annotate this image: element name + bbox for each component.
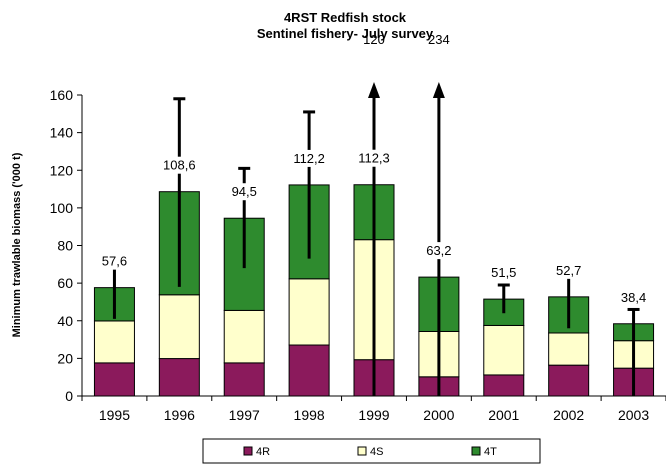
x-tick-label: 1999 (358, 407, 389, 423)
y-tick-label: 80 (57, 238, 73, 254)
bar-4r-1998 (288, 344, 330, 397)
x-tick-label: 2002 (553, 407, 584, 423)
total-label-1996: 108,6 (163, 158, 196, 173)
y-tick-label: 140 (50, 125, 74, 141)
bar-4s-1995 (93, 320, 135, 364)
error-arrow-2000 (432, 82, 445, 98)
y-tick-label: 0 (65, 388, 73, 404)
total-label-bg (223, 183, 266, 201)
total-label-bg (417, 242, 460, 260)
legend-label-4r: 4R (256, 446, 270, 458)
chart-subtitle: Sentinel fishery- July survey (257, 26, 434, 41)
y-tick-label: 20 (57, 350, 73, 366)
total-label-bg (93, 252, 136, 270)
error-arrow-1999 (368, 82, 380, 98)
bar-4s-1998 (288, 278, 330, 346)
bar-4r-1996 (158, 358, 200, 397)
legend-label-4s: 4S (370, 446, 383, 458)
legend-swatch-4t (471, 446, 481, 456)
total-label-1998: 112,2 (293, 151, 325, 166)
bar-4r-1997 (223, 362, 265, 397)
total-label-1999: 112,3 (358, 151, 390, 166)
x-tick-label: 1997 (229, 407, 260, 423)
legend-label-4t: 4T (484, 446, 497, 458)
x-tick-label: 1998 (294, 407, 325, 423)
y-tick-label: 100 (50, 200, 74, 216)
total-label-2001: 51,5 (491, 265, 516, 280)
total-label-bg (353, 149, 395, 167)
total-label-bg (482, 264, 525, 282)
total-label-bg (158, 156, 201, 174)
total-label-1995: 57,6 (102, 254, 127, 269)
y-tick-label: 60 (57, 275, 73, 291)
x-tick-label: 2001 (488, 407, 519, 423)
chart-title: 4RST Redfish stock (284, 10, 407, 25)
x-tick-label: 1995 (99, 407, 130, 423)
total-label-2003: 38,4 (621, 290, 646, 305)
bar-4s-1996 (158, 294, 200, 360)
total-label-bg (547, 261, 590, 279)
error-label-1999: 120 (363, 32, 385, 47)
total-label-bg (288, 149, 331, 167)
total-label-2002: 52,7 (556, 263, 581, 278)
bar-4r-1995 (93, 362, 135, 397)
legend-swatch-4s (357, 446, 367, 456)
bar-4r-2002 (548, 364, 590, 397)
bar-4s-1997 (223, 309, 265, 364)
plot-area: 0 20 40 60 80 100 120 140 160 57,6 1995 108,6 1996 94… (50, 32, 666, 423)
legend-box (202, 438, 541, 464)
y-tick-label: 160 (50, 87, 74, 103)
bar-4s-2002 (548, 332, 590, 366)
total-label-1997: 94,5 (232, 184, 257, 199)
legend-swatch-4r (243, 446, 253, 456)
total-label-2000: 63,2 (426, 243, 451, 258)
error-label-2000: 234 (428, 32, 450, 47)
bar-4r-2001 (483, 374, 525, 397)
x-tick-label: 1996 (164, 407, 195, 423)
bar-4s-2001 (483, 324, 525, 376)
y-tick-label: 40 (57, 313, 73, 329)
y-tick-label: 120 (50, 162, 74, 178)
total-label-bg (612, 288, 655, 306)
y-axis-label: Minimum trawlable biomass ('000 t) (11, 152, 23, 337)
x-tick-label: 2000 (423, 407, 454, 423)
legend: 4R 4S 4T (202, 438, 541, 464)
x-tick-label: 2003 (618, 407, 649, 423)
